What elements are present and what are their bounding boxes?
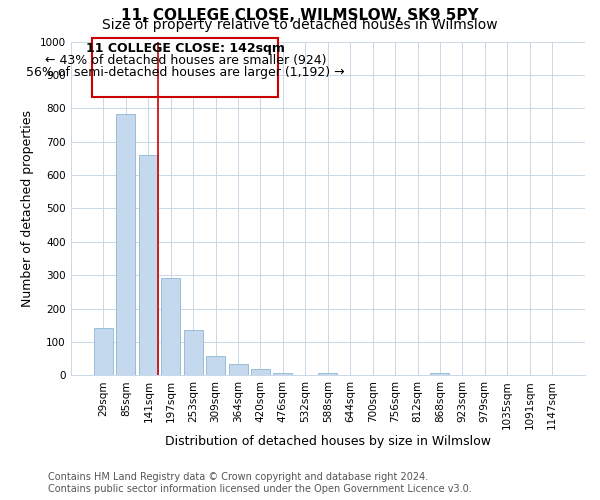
Bar: [161, 278, 180, 376]
Text: 56% of semi-detached houses are larger (1,192) →: 56% of semi-detached houses are larger (…: [26, 66, 344, 78]
Bar: [92, 38, 278, 96]
Bar: [206, 356, 225, 376]
Bar: [274, 373, 292, 376]
Bar: [139, 155, 158, 376]
Bar: [116, 114, 136, 376]
Bar: [251, 370, 270, 376]
Bar: [229, 364, 248, 376]
Bar: [430, 372, 449, 376]
Text: 11 COLLEGE CLOSE: 142sqm: 11 COLLEGE CLOSE: 142sqm: [86, 42, 285, 55]
Text: 11, COLLEGE CLOSE, WILMSLOW, SK9 5PY: 11, COLLEGE CLOSE, WILMSLOW, SK9 5PY: [121, 8, 479, 22]
Bar: [184, 330, 203, 376]
Text: ← 43% of detached houses are smaller (924): ← 43% of detached houses are smaller (92…: [44, 54, 326, 67]
X-axis label: Distribution of detached houses by size in Wilmslow: Distribution of detached houses by size …: [165, 434, 491, 448]
Bar: [94, 328, 113, 376]
Y-axis label: Number of detached properties: Number of detached properties: [21, 110, 34, 307]
Text: Size of property relative to detached houses in Wilmslow: Size of property relative to detached ho…: [102, 18, 498, 32]
Text: Contains HM Land Registry data © Crown copyright and database right 2024.
Contai: Contains HM Land Registry data © Crown c…: [48, 472, 472, 494]
Bar: [318, 372, 337, 376]
